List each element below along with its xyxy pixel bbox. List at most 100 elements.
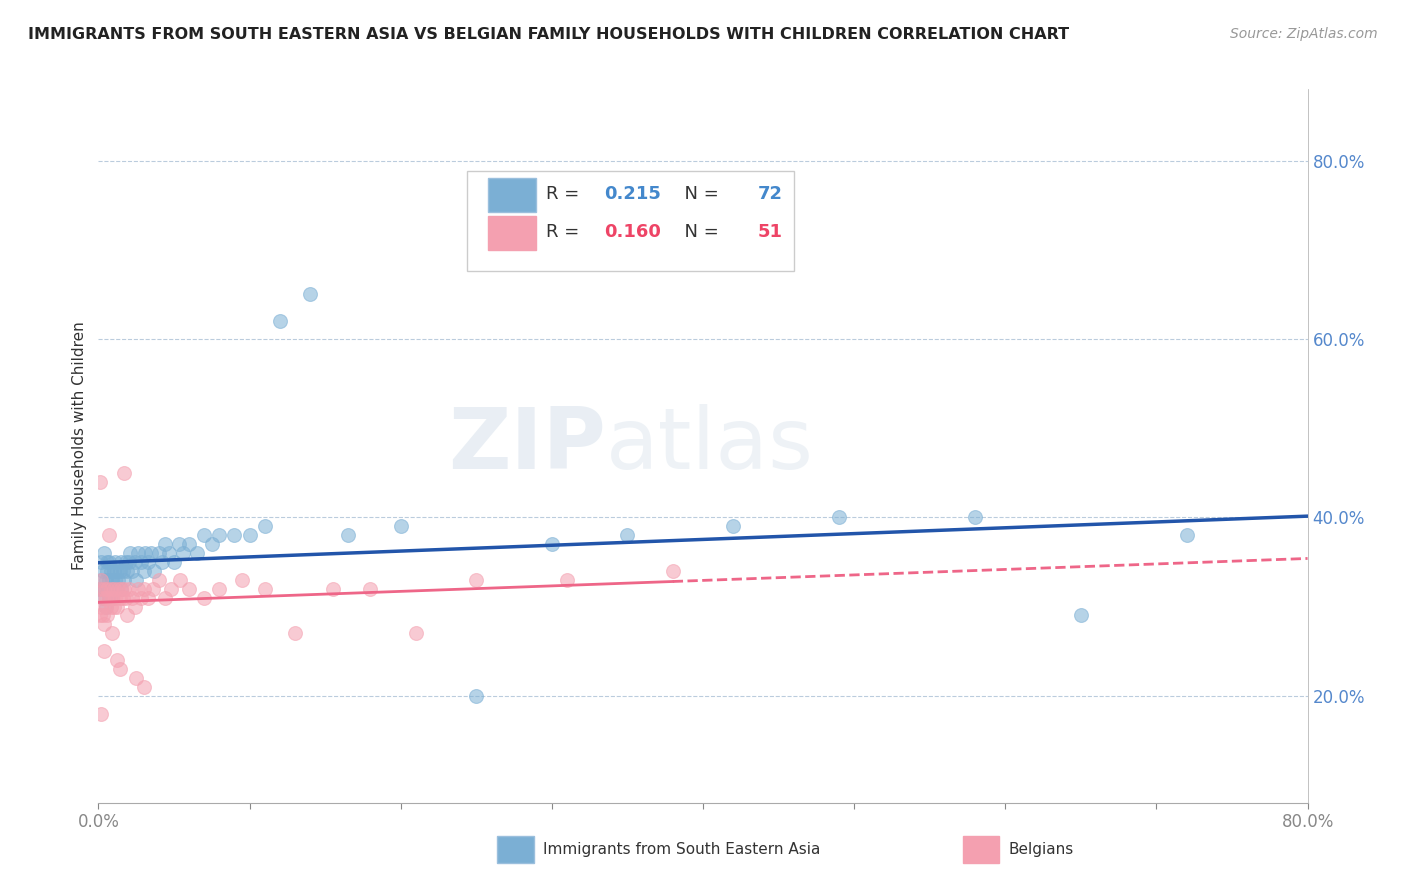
Point	[360, 582, 382, 596]
Point	[136, 591, 159, 605]
Point	[90, 599, 112, 614]
Text: N =: N =	[672, 186, 724, 203]
Point	[107, 573, 129, 587]
Point	[93, 582, 115, 596]
Point	[94, 573, 117, 587]
Point	[114, 591, 136, 605]
Point	[616, 528, 638, 542]
Point	[153, 591, 176, 605]
Point	[828, 510, 851, 524]
FancyBboxPatch shape	[488, 178, 536, 212]
Point	[94, 591, 117, 605]
Point	[91, 608, 114, 623]
Text: 72: 72	[758, 186, 782, 203]
Point	[112, 466, 135, 480]
Text: ZIP: ZIP	[449, 404, 606, 488]
Point	[284, 626, 307, 640]
Point	[153, 537, 176, 551]
Point	[1070, 608, 1092, 623]
Point	[105, 599, 128, 614]
Point	[110, 555, 132, 569]
Point	[172, 546, 194, 560]
Point	[100, 564, 122, 578]
Point	[96, 555, 118, 569]
Point	[336, 528, 359, 542]
Point	[112, 582, 135, 596]
FancyBboxPatch shape	[467, 171, 793, 271]
Point	[127, 582, 149, 596]
Point	[98, 555, 121, 569]
Point	[193, 591, 215, 605]
Point	[389, 519, 412, 533]
Point	[148, 573, 170, 587]
Point	[101, 591, 124, 605]
Point	[96, 608, 118, 623]
Point	[107, 582, 129, 596]
Text: 0.160: 0.160	[603, 223, 661, 241]
Point	[103, 599, 125, 614]
Point	[114, 555, 136, 569]
Point	[108, 591, 131, 605]
Point	[125, 573, 148, 587]
Point	[101, 591, 124, 605]
Point	[115, 564, 138, 578]
Point	[105, 582, 128, 596]
Point	[90, 706, 112, 721]
Point	[91, 591, 114, 605]
Point	[1175, 528, 1198, 542]
Point	[98, 591, 121, 605]
Point	[160, 582, 183, 596]
Point	[239, 528, 262, 542]
Point	[103, 582, 125, 596]
Text: 0.215: 0.215	[603, 186, 661, 203]
Point	[108, 564, 131, 578]
Point	[125, 671, 148, 685]
Point	[89, 582, 111, 596]
Point	[127, 546, 149, 560]
Point	[555, 573, 578, 587]
Point	[159, 546, 181, 560]
Point	[104, 573, 127, 587]
Point	[142, 582, 165, 596]
Point	[465, 573, 488, 587]
Point	[98, 528, 121, 542]
Point	[120, 546, 142, 560]
Text: Belgians: Belgians	[1010, 842, 1074, 857]
Point	[100, 582, 122, 596]
Point	[121, 564, 143, 578]
Text: N =: N =	[672, 223, 724, 241]
Point	[169, 573, 191, 587]
Point	[115, 608, 138, 623]
Point	[94, 599, 117, 614]
Point	[208, 582, 231, 596]
Point	[129, 591, 152, 605]
Point	[148, 546, 170, 560]
Point	[93, 582, 115, 596]
Text: 51: 51	[758, 223, 782, 241]
Point	[231, 573, 253, 587]
Point	[121, 591, 143, 605]
Point	[103, 582, 125, 596]
Point	[136, 555, 159, 569]
Point	[89, 608, 111, 623]
Text: Immigrants from South Eastern Asia: Immigrants from South Eastern Asia	[543, 842, 821, 857]
Text: Source: ZipAtlas.com: Source: ZipAtlas.com	[1230, 27, 1378, 41]
Point	[112, 573, 135, 587]
Point	[96, 564, 118, 578]
Point	[143, 564, 166, 578]
Point	[89, 475, 111, 489]
Point	[179, 537, 201, 551]
Point	[111, 591, 134, 605]
Point	[132, 564, 155, 578]
Point	[90, 573, 112, 587]
Point	[111, 564, 134, 578]
Point	[201, 537, 224, 551]
Point	[661, 564, 683, 578]
Point	[118, 582, 141, 596]
Point	[118, 555, 141, 569]
Point	[104, 591, 127, 605]
Point	[322, 582, 344, 596]
Point	[98, 591, 121, 605]
Point	[965, 510, 987, 524]
Point	[100, 582, 122, 596]
